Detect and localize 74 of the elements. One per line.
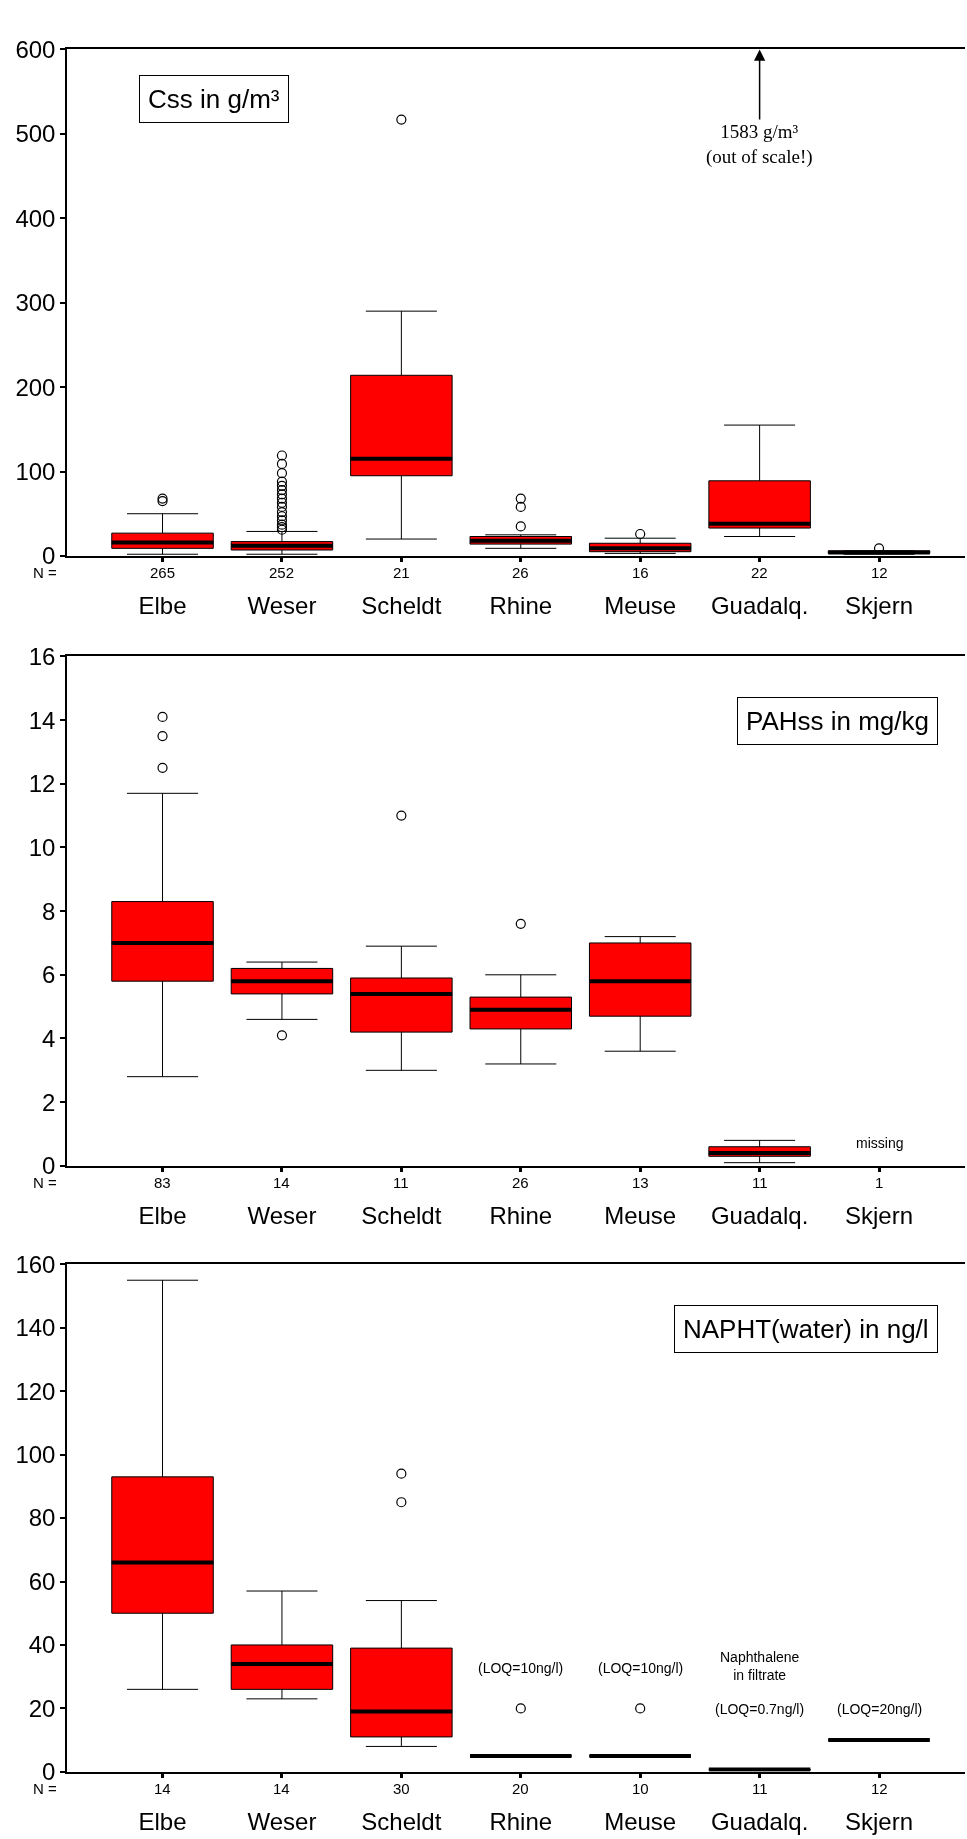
y-tick-label: 60 <box>28 1567 56 1595</box>
text: 20 <box>512 1780 529 1797</box>
y-tick-label: 4 <box>42 1024 56 1052</box>
text: 10 <box>632 1780 649 1797</box>
x-tick-label: Guadalq. <box>710 592 809 620</box>
y-tick-label: 120 <box>15 1377 56 1405</box>
text: NAPHT(water) in ng/l <box>683 1314 929 1344</box>
x-tick-label: Meuse <box>604 1808 677 1836</box>
y-tick-label: 80 <box>28 1504 56 1532</box>
y-tick-label: 140 <box>15 1314 56 1342</box>
x-tick-label: Scheldt <box>361 1808 442 1836</box>
x-tick-label: Rhine <box>489 1808 553 1836</box>
text: 83 <box>154 1174 171 1191</box>
text: 12 <box>871 564 888 581</box>
y-tick-label: 8 <box>42 897 56 925</box>
y-tick-label: 400 <box>15 204 56 232</box>
annotation: missing <box>856 1135 904 1151</box>
x-tick-label: Meuse <box>604 592 677 620</box>
annotation: 1583 g/m³ (out of scale!) <box>706 121 813 168</box>
text: 11 <box>752 1780 768 1797</box>
y-tick-label: 600 <box>15 35 56 63</box>
annotation: (LOQ=10ng/l) <box>478 1660 564 1676</box>
y-tick-label: 16 <box>28 642 56 670</box>
x-tick-label: Rhine <box>489 592 553 620</box>
x-tick-label: Guadalq. <box>710 1808 809 1836</box>
y-tick-label: 6 <box>42 961 56 989</box>
annotation: (LOQ=10ng/l) <box>598 1660 684 1676</box>
y-tick-label: 200 <box>15 373 56 401</box>
y-tick-label: 12 <box>28 770 56 798</box>
x-tick-label: Weser <box>247 1202 317 1230</box>
y-tick-label: 20 <box>28 1694 56 1722</box>
x-tick-label: Elbe <box>138 1808 187 1836</box>
y-tick-label: 14 <box>28 706 56 734</box>
x-tick-label: Rhine <box>489 1202 553 1230</box>
text: 26 <box>512 564 529 581</box>
x-tick-label: Guadalq. <box>710 1202 809 1230</box>
text: 14 <box>154 1780 171 1797</box>
y-tick-label: 300 <box>15 289 56 317</box>
x-tick-label: Meuse <box>604 1202 677 1230</box>
x-tick-label: Skjern <box>845 1202 914 1230</box>
x-tick-label: Weser <box>247 592 317 620</box>
x-tick-label: Skjern <box>845 1808 914 1836</box>
annotation: Naphthalene in filtrate <box>720 1649 800 1684</box>
text: 11 <box>393 1174 409 1191</box>
text: 1 <box>875 1174 884 1191</box>
text: 14 <box>273 1780 290 1797</box>
text: 12 <box>871 1780 888 1797</box>
text: Css in g/m³ <box>148 84 280 114</box>
x-tick-label: Scheldt <box>361 1202 442 1230</box>
x-tick-label: Elbe <box>138 1202 187 1230</box>
y-tick-label: 100 <box>15 457 56 485</box>
x-tick-label: Scheldt <box>361 592 442 620</box>
text: 252 <box>269 564 295 581</box>
text: PAHss in mg/kg <box>746 706 930 736</box>
x-tick-label: Weser <box>247 1808 317 1836</box>
text: 21 <box>393 564 410 581</box>
y-tick-label: 160 <box>15 1250 56 1278</box>
text: 265 <box>150 564 176 581</box>
text: 16 <box>632 564 649 581</box>
x-tick-label: Skjern <box>845 592 914 620</box>
x-tick-label: Elbe <box>138 592 187 620</box>
y-tick-label: 2 <box>42 1088 56 1116</box>
y-tick-label: 10 <box>28 833 56 861</box>
text: 22 <box>751 564 768 581</box>
text: 30 <box>393 1780 410 1797</box>
annotation: (LOQ=20ng/l) <box>837 1701 923 1717</box>
y-tick-label: 500 <box>15 120 56 148</box>
text: 13 <box>632 1174 649 1191</box>
text: 11 <box>752 1174 768 1191</box>
y-tick-label: 40 <box>28 1631 56 1659</box>
text: 14 <box>273 1174 290 1191</box>
annotation: (LOQ=0.7ng/l) <box>715 1701 805 1717</box>
text: 26 <box>512 1174 529 1191</box>
y-tick-label: 100 <box>15 1441 56 1469</box>
